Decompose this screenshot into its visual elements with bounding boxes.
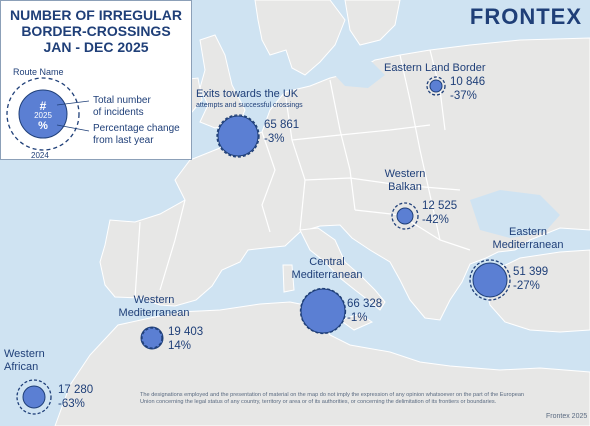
land-uk [199,34,246,129]
route-change: -37% [450,90,477,102]
route-name-western-med: Western Mediterranean [100,294,208,320]
route-change: -1% [347,312,368,324]
route-change: -63% [58,398,85,410]
bubble-western-african [22,385,46,409]
bubble-eastern-land-border [429,79,443,93]
land-italy [299,227,386,311]
route-name-line: Mediterranean [492,239,564,251]
legend-box: NUMBER OF IRREGULAR BORDER-CROSSINGS JAN… [0,0,192,160]
route-name-line: Western [384,168,426,180]
route-total: 12 525 [422,200,458,212]
route-name-uk-sub: attempts and successful crossings [196,102,303,109]
route-name-line: Mediterranean [291,269,363,281]
land-sardinia [282,264,295,293]
legend-title-line: JAN - DEC 2025 [43,39,149,55]
legend-total-line: Total number [93,95,151,106]
bubble-eastern-land-border-prior [426,76,446,96]
legend-symbol-year: 2025 [34,111,52,120]
route-stats-eastern-land: 10 846 -37% [450,75,485,103]
bubble-western-balkan-prior [391,202,419,230]
route-bubbles [16,76,511,415]
country-borders [134,49,471,299]
legend-symbol-hash: # [39,99,47,113]
legend-symbol [6,77,90,151]
route-name-line: Eastern [509,226,547,238]
sea-black [470,190,560,238]
disclaimer-text: The designations employed and the presen… [140,392,525,405]
legend-title-line: BORDER-CROSSINGS [21,23,171,39]
land-finland [344,0,401,46]
route-total: 17 280 [58,384,94,396]
bubble-central-med-prior [299,287,347,335]
route-change: -42% [422,214,449,226]
legend-total-line: of incidents [93,107,144,118]
bubble-western-med [140,326,164,350]
route-total: 66 328 [347,298,383,310]
bubble-eastern-med [472,262,508,298]
land-sicily [338,313,374,331]
legend-title-line: NUMBER OF IRREGULAR [10,7,182,23]
route-total: 65 861 [264,119,300,131]
bubble-western-african-prior [16,379,52,415]
route-name-western-african: Western African [4,348,52,374]
route-change: -3% [264,133,285,145]
route-name-line: Mediterranean [118,307,190,319]
route-stats-eastern-med: 51 399 -27% [513,265,548,293]
route-name-uk: Exits towards the UK attempts and succes… [196,88,356,110]
bubble-western-balkan [396,207,414,225]
source-credit: Frontex 2025 [546,413,588,420]
legend-pct-line: from last year [93,135,154,146]
route-name-western-balkan: Western Balkan [378,168,432,194]
route-change: 14% [168,340,192,352]
route-name-uk-main: Exits towards the UK [196,88,299,100]
legend-total-label: Total number of incidents [93,95,151,119]
route-stats-central-med: 66 328 -1% [347,297,382,325]
route-name-eastern-med: Eastern Mediterranean [480,226,576,252]
frontex-logo: FRONTEX [469,4,582,29]
legend-title: NUMBER OF IRREGULAR BORDER-CROSSINGS JAN… [7,7,185,55]
route-name-central-med: Central Mediterranean [272,256,382,282]
legend-prior-year: 2024 [31,151,49,160]
route-name-line: Balkan [388,181,422,193]
route-total: 10 846 [450,76,486,88]
sea-baltic [330,60,385,88]
legend-pct-label: Percentage change from last year [93,123,180,147]
route-name-line: African [4,361,39,373]
legend-symbol-pct: % [38,120,48,132]
bubble-exits-uk [217,115,259,157]
route-change: -27% [513,280,540,292]
bubble-eastern-med-prior [469,259,511,301]
bubble-exits-uk-prior [216,114,260,158]
land-turkey [484,249,590,333]
legend-route-name: Route Name [13,67,64,77]
land-scandinavia [254,0,346,76]
route-total: 19 403 [168,326,204,338]
route-name-eastern-land: Eastern Land Border [384,62,486,74]
bubble-western-med-prior [141,327,163,349]
route-name-line: Western [133,294,175,306]
route-name-line: Central [309,256,345,268]
bubble-central-med [300,288,346,334]
route-stats-western-african: 17 280 -63% [58,383,93,411]
legend-pct-line: Percentage change [93,123,180,134]
route-stats-western-balkan: 12 525 -42% [422,199,457,227]
route-name-line: Western [4,348,45,360]
route-total: 51 399 [513,266,549,278]
route-stats-western-med: 19 403 14% [168,325,203,353]
route-stats-uk: 65 861 -3% [264,118,299,146]
